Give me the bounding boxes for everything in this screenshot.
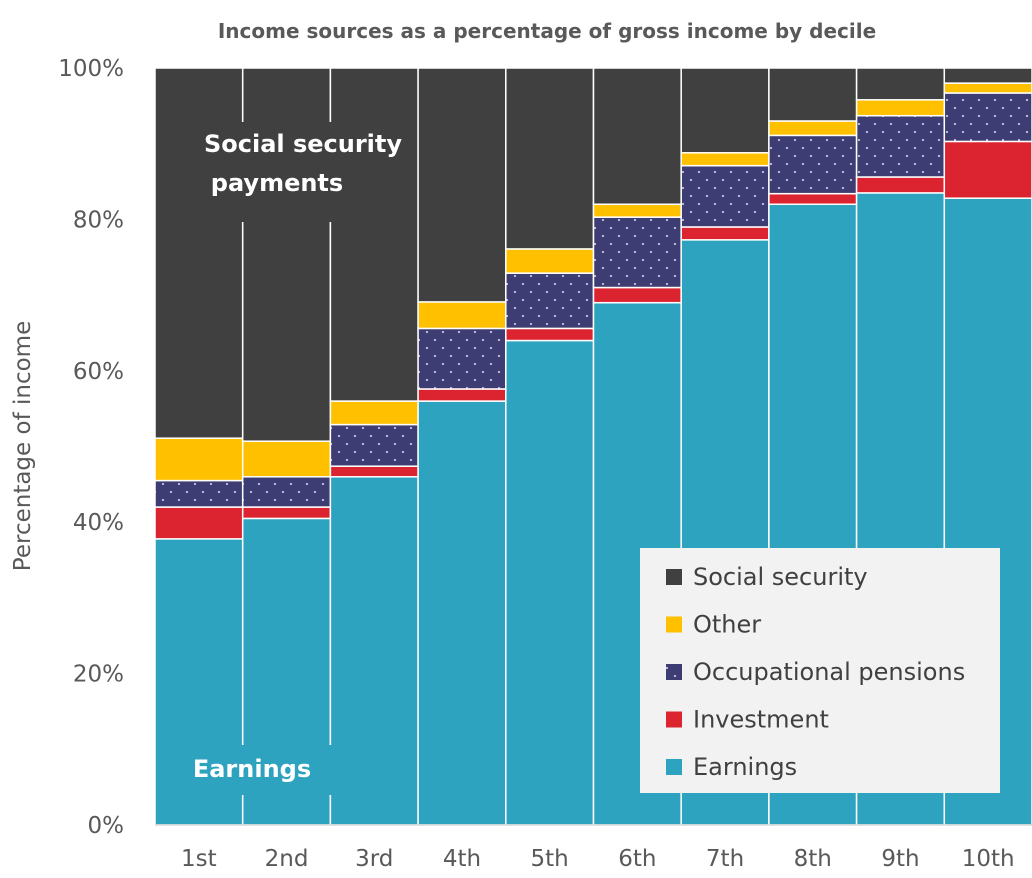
x-tick-label: 8th bbox=[794, 846, 832, 872]
legend-swatch-investment bbox=[666, 711, 682, 728]
bar-other-7th bbox=[680, 152, 770, 167]
bar-occupational-pensions-3rd bbox=[329, 423, 419, 467]
annotation-social-security-line-2: payments bbox=[211, 169, 343, 197]
bar-earnings-4th bbox=[417, 400, 507, 826]
bar-investment-2nd bbox=[241, 506, 332, 520]
annotation-earnings-background bbox=[184, 745, 334, 795]
legend-background bbox=[640, 548, 1000, 793]
x-tick-label: 2nd bbox=[265, 846, 309, 872]
bar-occupational-pensions-4th bbox=[417, 327, 507, 390]
bar-earnings-3rd bbox=[329, 476, 419, 826]
y-axis-ticks: 0% 20% 40% 60% 80% 100% bbox=[58, 56, 124, 839]
y-tick-label: 0% bbox=[88, 813, 125, 839]
bar-other-1st bbox=[154, 437, 244, 482]
annotation-social-security: Social security payments bbox=[196, 122, 410, 222]
bar-investment-3rd bbox=[329, 465, 419, 478]
y-tick-label: 100% bbox=[58, 56, 124, 82]
bar-investment-7th bbox=[680, 226, 770, 241]
bar-other-6th bbox=[592, 203, 682, 218]
bar-occupational-pensions-10th bbox=[943, 92, 1032, 143]
legend-label-occupational-pensions: Occupational pensions bbox=[693, 658, 965, 686]
x-tick-label: 10th bbox=[962, 846, 1015, 872]
bar-social-security-6th bbox=[592, 67, 682, 206]
bar-social-security-5th bbox=[505, 67, 595, 250]
y-tick-label: 40% bbox=[73, 510, 124, 536]
bar-investment-5th bbox=[505, 327, 595, 342]
legend: Social security Other Occupational pension… bbox=[640, 548, 1000, 793]
bar-earnings-5th bbox=[505, 339, 595, 826]
bar-occupational-pensions-1st bbox=[154, 479, 244, 508]
bar-investment-4th bbox=[417, 388, 507, 402]
x-axis-ticks: 1st 2nd 3rd 4th 5th 6th 7th 8th 9th 10th bbox=[181, 846, 1015, 872]
bar-other-8th bbox=[768, 120, 858, 137]
bar-social-security-7th bbox=[680, 67, 770, 154]
bar-other-4th bbox=[417, 301, 507, 330]
legend-swatch-social-security bbox=[666, 569, 682, 585]
bar-occupational-pensions-9th bbox=[855, 114, 946, 178]
bar-other-3rd bbox=[329, 400, 419, 426]
y-tick-label: 80% bbox=[73, 207, 124, 233]
bar-other-10th bbox=[943, 82, 1032, 94]
chart-title: Income sources as a percentage of gross … bbox=[218, 19, 876, 43]
bar-occupational-pensions-7th bbox=[680, 164, 770, 228]
y-axis-label: Percentage of income bbox=[10, 321, 36, 571]
bar-investment-9th bbox=[855, 176, 946, 194]
bar-social-security-4th bbox=[417, 67, 507, 303]
bar-investment-10th bbox=[943, 140, 1032, 199]
bar-occupational-pensions-6th bbox=[592, 216, 682, 289]
legend-swatch-other bbox=[666, 616, 682, 633]
legend-label-investment: Investment bbox=[693, 706, 829, 734]
bar-other-5th bbox=[505, 248, 595, 274]
bar-other-9th bbox=[855, 99, 946, 117]
annotation-social-security-line-1: Social security bbox=[204, 130, 402, 158]
legend-label-social-security: Social security bbox=[693, 563, 868, 591]
y-tick-label: 20% bbox=[73, 662, 124, 688]
x-tick-label: 7th bbox=[706, 846, 744, 872]
bar-investment-8th bbox=[768, 192, 858, 206]
x-tick-label: 1st bbox=[181, 846, 217, 872]
annotation-social-security-background bbox=[196, 122, 410, 222]
bar-social-security-8th bbox=[768, 67, 858, 122]
x-tick-label: 6th bbox=[618, 846, 656, 872]
bar-social-security-9th bbox=[855, 67, 946, 101]
bar-investment-1st bbox=[154, 506, 244, 540]
legend-label-earnings: Earnings bbox=[693, 753, 797, 781]
x-tick-label: 5th bbox=[531, 846, 569, 872]
bar-social-security-10th bbox=[943, 67, 1032, 84]
legend-label-other: Other bbox=[693, 611, 761, 639]
bar-occupational-pensions-2nd bbox=[241, 476, 332, 508]
bar-investment-6th bbox=[592, 286, 682, 304]
y-tick-label: 60% bbox=[73, 359, 124, 385]
annotation-earnings: Earnings bbox=[184, 745, 334, 795]
bar-other-2nd bbox=[241, 440, 332, 478]
legend-swatch-earnings bbox=[666, 759, 682, 775]
bar-social-security-3rd bbox=[329, 67, 419, 402]
x-tick-label: 9th bbox=[881, 846, 919, 872]
bar-occupational-pensions-5th bbox=[505, 272, 595, 330]
x-tick-label: 4th bbox=[443, 846, 481, 872]
legend-swatch-occupational-pensions bbox=[666, 664, 682, 680]
bar-occupational-pensions-8th bbox=[768, 134, 858, 195]
x-tick-label: 3rd bbox=[355, 846, 393, 872]
annotation-earnings-text: Earnings bbox=[193, 755, 311, 783]
